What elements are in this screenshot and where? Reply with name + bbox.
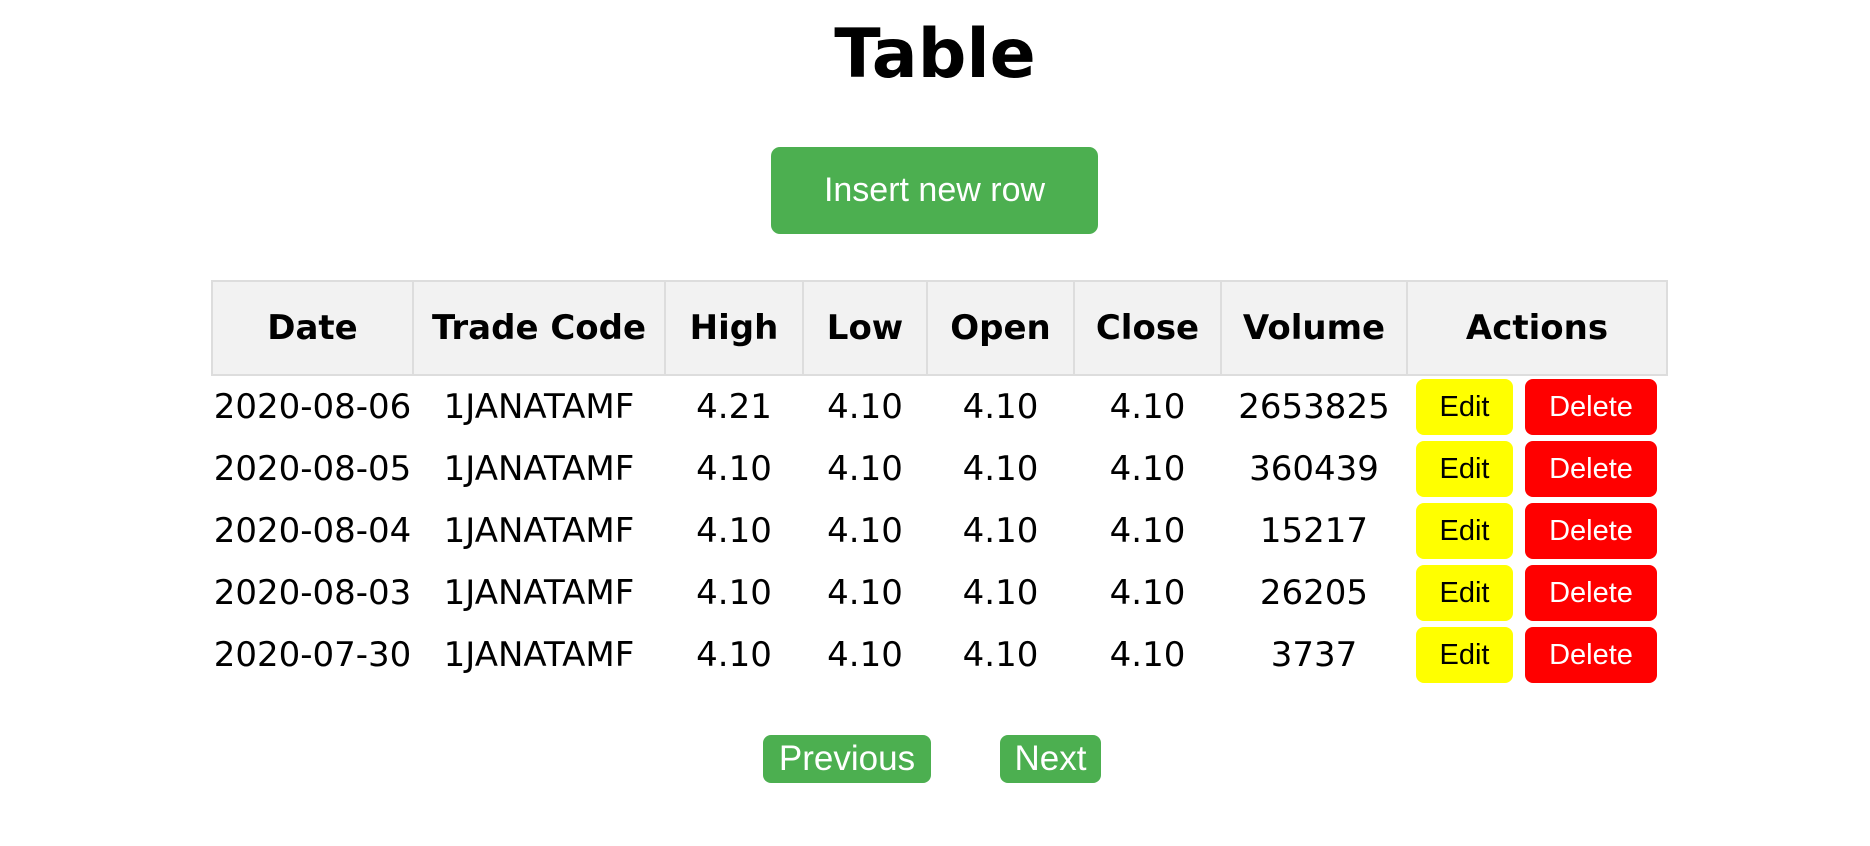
table-row: 2020-08-06 1JANATAMF 4.21 4.10 4.10 4.10… xyxy=(212,375,1667,438)
table-row: 2020-08-05 1JANATAMF 4.10 4.10 4.10 4.10… xyxy=(212,438,1667,500)
data-table: Date Trade Code High Low Open Close Volu… xyxy=(211,280,1668,686)
insert-new-row-button[interactable]: Insert new row xyxy=(771,147,1098,234)
cell-actions: Edit Delete xyxy=(1407,500,1667,562)
cell-actions: Edit Delete xyxy=(1407,624,1667,686)
previous-page-button[interactable]: Previous xyxy=(763,735,931,783)
cell-close: 4.10 xyxy=(1109,573,1186,613)
edit-button[interactable]: Edit xyxy=(1416,441,1513,497)
edit-button[interactable]: Edit xyxy=(1416,627,1513,683)
cell-actions: Edit Delete xyxy=(1407,375,1667,438)
cell-high: 4.10 xyxy=(696,635,772,675)
cell-volume: 360439 xyxy=(1249,449,1379,489)
column-header-low: Low xyxy=(802,280,928,376)
cell-date: 2020-08-03 xyxy=(213,573,412,613)
cell-trade-code: 1JANATAMF xyxy=(443,635,635,675)
row-actions: Edit Delete xyxy=(1407,441,1667,497)
cell-close: 4.10 xyxy=(1109,387,1186,427)
header-row: Date Trade Code High Low Open Close Volu… xyxy=(211,280,1668,376)
table-header: Date Trade Code High Low Open Close Volu… xyxy=(211,280,1668,376)
cell-high: 4.21 xyxy=(696,387,772,427)
delete-button[interactable]: Delete xyxy=(1525,379,1657,435)
table-row: 2020-07-30 1JANATAMF 4.10 4.10 4.10 4.10… xyxy=(212,624,1667,686)
cell-open: 4.10 xyxy=(962,387,1039,427)
edit-button[interactable]: Edit xyxy=(1416,565,1513,621)
cell-high: 4.10 xyxy=(696,511,772,551)
cell-low: 4.10 xyxy=(827,387,903,427)
cell-trade-code: 1JANATAMF xyxy=(443,449,635,489)
table-body: 2020-08-06 1JANATAMF 4.21 4.10 4.10 4.10… xyxy=(212,375,1667,686)
column-header-date: Date xyxy=(211,280,414,376)
cell-close: 4.10 xyxy=(1109,449,1186,489)
row-actions: Edit Delete xyxy=(1407,379,1667,435)
cell-date: 2020-08-04 xyxy=(213,511,412,551)
column-header-close: Close xyxy=(1073,280,1222,376)
column-header-high: High xyxy=(664,280,804,376)
delete-button[interactable]: Delete xyxy=(1525,565,1657,621)
cell-high: 4.10 xyxy=(696,449,772,489)
edit-button[interactable]: Edit xyxy=(1416,379,1513,435)
cell-date: 2020-07-30 xyxy=(213,635,412,675)
cell-trade-code: 1JANATAMF xyxy=(443,387,635,427)
cell-volume: 3737 xyxy=(1270,635,1358,675)
delete-button[interactable]: Delete xyxy=(1525,441,1657,497)
row-actions: Edit Delete xyxy=(1407,503,1667,559)
cell-open: 4.10 xyxy=(962,511,1039,551)
page-title: Table xyxy=(834,15,1036,94)
row-actions: Edit Delete xyxy=(1407,565,1667,621)
column-header-trade-code: Trade Code xyxy=(412,280,666,376)
cell-close: 4.10 xyxy=(1109,635,1186,675)
edit-button[interactable]: Edit xyxy=(1416,503,1513,559)
cell-open: 4.10 xyxy=(962,449,1039,489)
cell-actions: Edit Delete xyxy=(1407,562,1667,624)
cell-open: 4.10 xyxy=(962,635,1039,675)
row-actions: Edit Delete xyxy=(1407,627,1667,683)
cell-volume: 15217 xyxy=(1259,511,1369,551)
cell-close: 4.10 xyxy=(1109,511,1186,551)
column-header-open: Open xyxy=(926,280,1075,376)
cell-date: 2020-08-05 xyxy=(213,449,412,489)
cell-actions: Edit Delete xyxy=(1407,438,1667,500)
column-header-actions: Actions xyxy=(1406,280,1668,376)
next-page-button[interactable]: Next xyxy=(1000,735,1101,783)
cell-low: 4.10 xyxy=(827,511,903,551)
table-row: 2020-08-04 1JANATAMF 4.10 4.10 4.10 4.10… xyxy=(212,500,1667,562)
cell-date: 2020-08-06 xyxy=(213,387,412,427)
cell-trade-code: 1JANATAMF xyxy=(443,573,635,613)
cell-low: 4.10 xyxy=(827,635,903,675)
cell-low: 4.10 xyxy=(827,573,903,613)
cell-low: 4.10 xyxy=(827,449,903,489)
delete-button[interactable]: Delete xyxy=(1525,503,1657,559)
cell-trade-code: 1JANATAMF xyxy=(443,511,635,551)
cell-high: 4.10 xyxy=(696,573,772,613)
cell-open: 4.10 xyxy=(962,573,1039,613)
delete-button[interactable]: Delete xyxy=(1525,627,1657,683)
table-row: 2020-08-03 1JANATAMF 4.10 4.10 4.10 4.10… xyxy=(212,562,1667,624)
cell-volume: 26205 xyxy=(1259,573,1369,613)
cell-volume: 2653825 xyxy=(1238,387,1390,427)
column-header-volume: Volume xyxy=(1220,280,1408,376)
